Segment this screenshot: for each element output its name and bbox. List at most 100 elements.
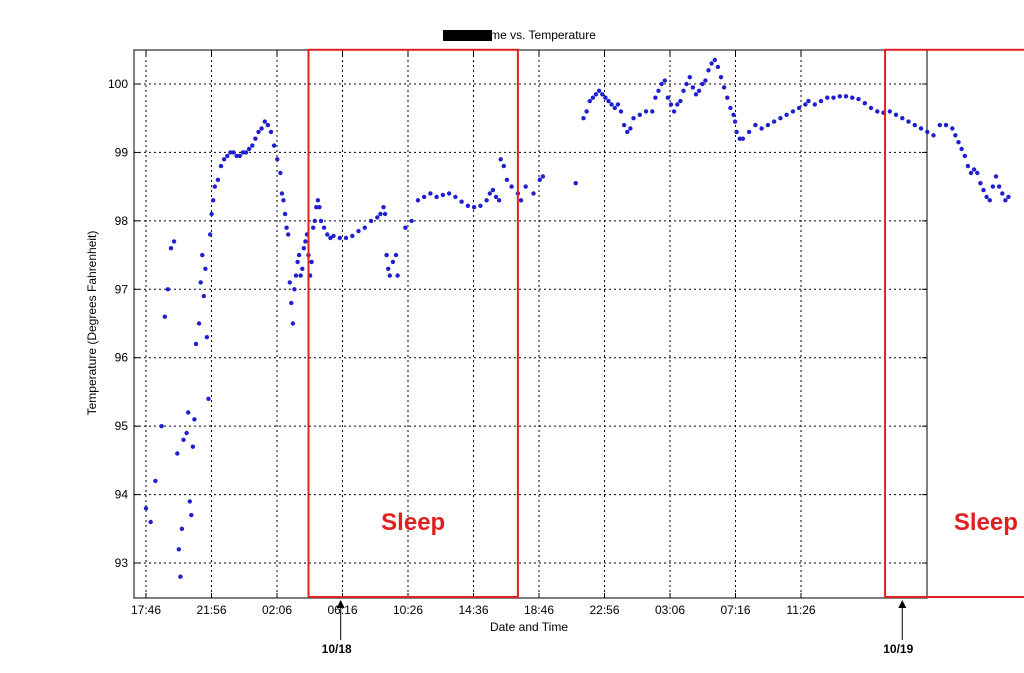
x-tick-label: 22:56 (589, 603, 619, 617)
data-point (434, 194, 439, 200)
data-point (696, 88, 702, 94)
data-point (700, 81, 705, 87)
data-point (812, 102, 817, 107)
data-point (265, 122, 271, 128)
data-point (596, 88, 602, 94)
data-point (1006, 194, 1011, 200)
data-point (387, 273, 392, 278)
data-point (887, 109, 892, 114)
data-point (362, 225, 367, 230)
data-point (200, 252, 205, 258)
data-point (584, 109, 589, 114)
data-point (790, 109, 796, 114)
x-tick-label: 07:16 (720, 603, 750, 617)
data-point (287, 280, 292, 285)
data-point (675, 102, 680, 107)
date-marker-arrowhead (898, 600, 907, 608)
x-tick-label: 06:16 (327, 603, 357, 617)
data-point (196, 321, 202, 326)
data-point (315, 198, 321, 203)
data-point (246, 146, 252, 152)
sleep-region-box (884, 48, 1024, 599)
data-point (712, 57, 717, 63)
data-point (975, 170, 980, 176)
data-point (504, 177, 510, 182)
data-point (590, 95, 596, 100)
data-point (453, 194, 458, 200)
data-point (868, 105, 874, 111)
data-point (317, 205, 322, 210)
data-point (256, 129, 261, 135)
data-point (956, 140, 961, 145)
data-point (382, 211, 388, 217)
data-point (600, 92, 605, 97)
data-point (609, 102, 614, 107)
data-point (993, 174, 999, 179)
data-point (428, 191, 433, 196)
data-point (728, 105, 733, 111)
data-point (737, 136, 742, 141)
data-point (968, 170, 974, 176)
data-point (573, 181, 578, 186)
data-point (984, 194, 989, 200)
data-point (690, 85, 696, 90)
data-point (331, 233, 336, 239)
data-point (950, 126, 955, 131)
data-point (625, 129, 630, 135)
data-point (603, 95, 608, 100)
data-point (900, 116, 905, 121)
data-point (312, 218, 317, 224)
plot-area-frame (133, 49, 928, 599)
data-point (796, 105, 802, 111)
data-point (856, 96, 861, 102)
data-point (581, 116, 586, 121)
data-point (862, 101, 867, 106)
data-point (178, 574, 183, 579)
data-point (978, 181, 983, 186)
data-point (281, 198, 286, 203)
data-point (179, 526, 185, 531)
data-point (350, 233, 355, 239)
data-point (187, 499, 192, 504)
data-point (803, 102, 808, 107)
data-point (784, 112, 789, 118)
data-point (386, 266, 391, 271)
data-point (311, 225, 316, 230)
data-point (893, 112, 899, 118)
data-point (328, 235, 333, 241)
data-point (778, 116, 783, 121)
x-tick-label: 14:36 (458, 603, 488, 617)
sleep-label: Sleep (954, 509, 1018, 536)
x-tick-label: 02:06 (262, 603, 292, 617)
data-point (190, 444, 196, 449)
data-point (965, 163, 971, 169)
data-point (681, 88, 686, 94)
data-point (203, 266, 208, 271)
data-point (231, 150, 236, 155)
data-point (181, 437, 186, 442)
data-point (937, 122, 942, 128)
data-point (518, 198, 524, 203)
data-point (289, 300, 294, 306)
data-point (279, 191, 285, 196)
data-point (440, 192, 446, 198)
data-point (653, 95, 658, 100)
data-point (421, 194, 427, 200)
data-point (765, 122, 771, 128)
data-point (343, 235, 349, 241)
data-point (171, 239, 177, 244)
sleep-region-box (307, 48, 519, 599)
data-point (211, 198, 216, 203)
date-marker-label: 10/19 (883, 642, 913, 656)
data-point (159, 424, 164, 429)
data-point (198, 280, 203, 285)
data-point (671, 109, 677, 114)
data-point (403, 225, 408, 230)
data-point (381, 205, 386, 210)
title-redaction-bar (443, 30, 492, 41)
data-point (637, 112, 642, 118)
data-point (990, 184, 996, 189)
data-point (850, 95, 855, 100)
data-point (284, 225, 289, 230)
data-point (912, 122, 917, 128)
